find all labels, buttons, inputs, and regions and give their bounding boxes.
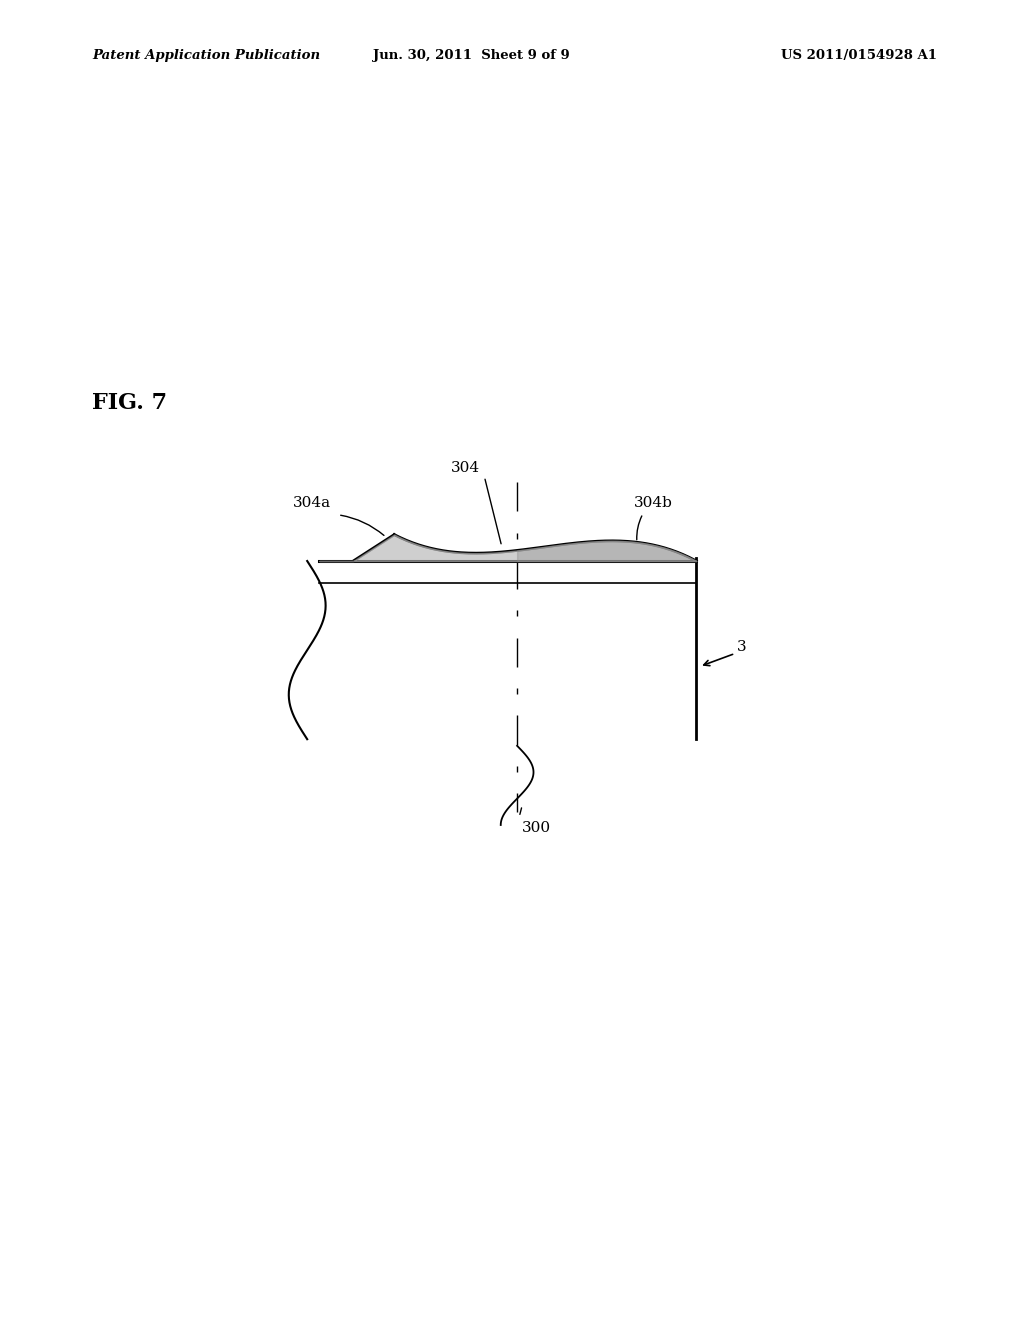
Text: FIG. 7: FIG. 7 bbox=[92, 392, 167, 413]
Text: 304: 304 bbox=[452, 461, 480, 475]
Text: 304b: 304b bbox=[634, 495, 673, 510]
Text: 300: 300 bbox=[522, 821, 551, 836]
Text: 3: 3 bbox=[737, 640, 746, 653]
Text: 304a: 304a bbox=[293, 495, 332, 510]
Text: Jun. 30, 2011  Sheet 9 of 9: Jun. 30, 2011 Sheet 9 of 9 bbox=[373, 49, 569, 62]
Text: US 2011/0154928 A1: US 2011/0154928 A1 bbox=[781, 49, 937, 62]
Text: Patent Application Publication: Patent Application Publication bbox=[92, 49, 321, 62]
